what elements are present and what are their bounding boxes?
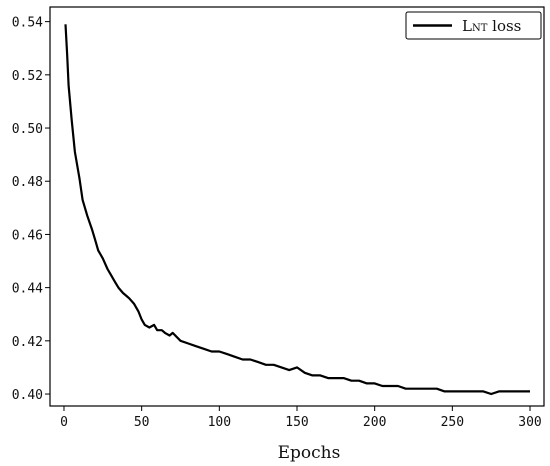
x-tick-label: 50 (134, 415, 150, 430)
y-tick-label: 0.52 (12, 69, 43, 84)
y-tick-label: 0.44 (12, 282, 43, 297)
x-tick-label: 300 (518, 415, 541, 430)
legend-entry-rest: loss (487, 17, 521, 35)
plot-area (64, 24, 530, 396)
legend-box (405, 11, 542, 40)
x-tick-label: 0 (60, 415, 68, 430)
axis-ticks: 0 50 100 150 200 250 300 0.40 0.42 0.44 0.46 0.48 0.… (12, 16, 542, 430)
y-tick-label: 0.50 (12, 122, 43, 137)
series-line-lnt-loss (64, 24, 530, 396)
x-axis-label: Epochs (278, 443, 341, 463)
x-tick-label: 150 (285, 415, 308, 430)
x-tick-label: 100 (208, 415, 231, 430)
y-tick-label: 0.42 (12, 335, 43, 350)
y-tick-label: 0.46 (12, 228, 43, 243)
y-tick-label: 0.40 (12, 388, 43, 403)
y-tick-label: 0.48 (12, 175, 43, 190)
legend-entry-lnt-loss: LNT loss (462, 17, 521, 35)
legend: LNT loss (405, 11, 542, 40)
x-tick-label: 200 (363, 415, 386, 430)
x-tick-label: 250 (441, 415, 464, 430)
y-tick-label: 0.54 (12, 16, 43, 31)
legend-entry-main: L (462, 17, 472, 35)
plot-frame (49, 6, 545, 407)
legend-entry-subscript: NT (472, 23, 488, 34)
